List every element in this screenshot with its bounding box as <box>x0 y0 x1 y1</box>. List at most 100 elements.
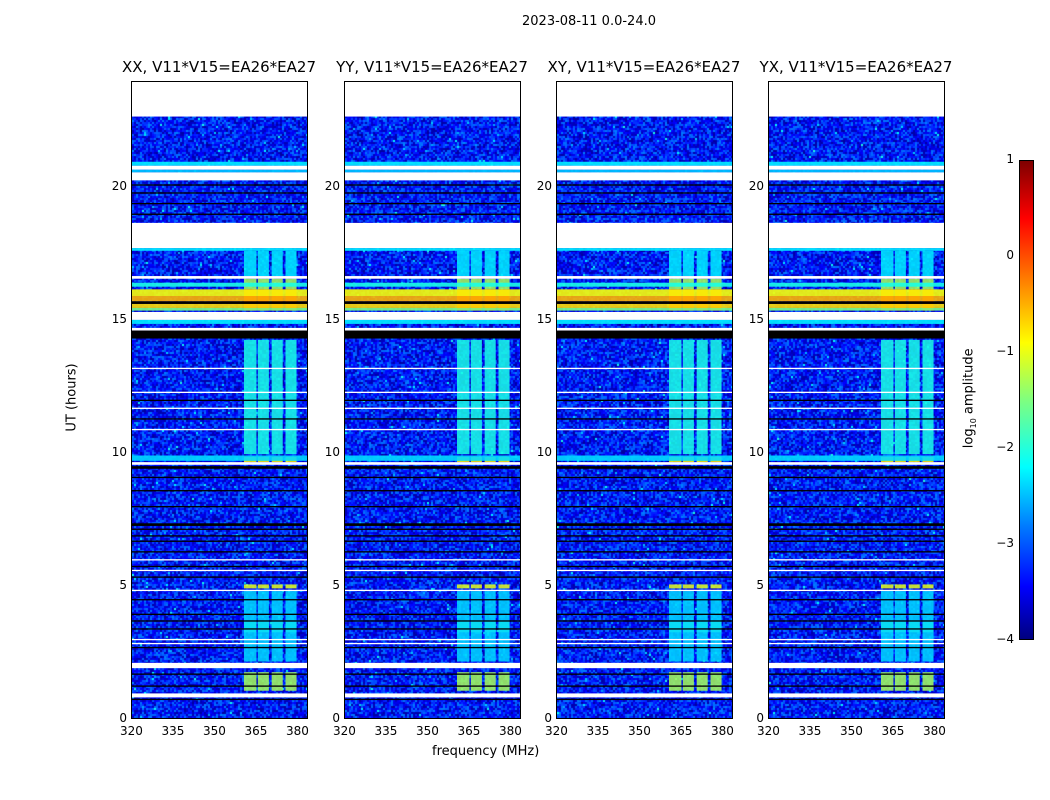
rfi-block <box>908 584 920 589</box>
time-band <box>345 295 520 302</box>
rfi-block <box>244 591 257 662</box>
time-band <box>557 303 732 308</box>
rfi-block <box>257 584 269 589</box>
time-band <box>557 399 732 401</box>
time-band <box>345 620 520 622</box>
flagged-band <box>132 642 307 645</box>
time-band <box>345 576 520 578</box>
rfi-block <box>257 591 269 662</box>
y-tick-label: 20 <box>111 179 127 194</box>
time-band <box>345 476 520 479</box>
heatmap-panel <box>344 81 521 719</box>
time-band <box>557 551 732 553</box>
flagged-band <box>345 662 520 669</box>
rfi-block <box>484 250 496 277</box>
flagged-band <box>345 569 520 572</box>
time-band <box>345 303 520 308</box>
rfi-block <box>894 672 906 691</box>
flagged-band <box>557 367 732 370</box>
flagged-band <box>132 407 307 409</box>
y-tick-label: 5 <box>332 578 340 593</box>
rfi-block <box>484 339 496 455</box>
flagged-band <box>557 327 732 331</box>
time-band <box>557 476 732 479</box>
rfi-block <box>682 250 694 277</box>
time-band <box>132 330 307 339</box>
time-band <box>769 646 944 649</box>
time-band <box>769 330 944 339</box>
time-band <box>769 576 944 578</box>
rfi-block <box>682 339 694 455</box>
flagged-band <box>769 589 944 592</box>
time-band <box>132 476 307 479</box>
time-band <box>132 613 307 615</box>
flagged-band <box>557 559 732 561</box>
x-axis-label: frequency (MHz) <box>432 744 540 759</box>
time-band <box>557 646 732 649</box>
time-band <box>557 535 732 537</box>
time-band <box>557 213 732 215</box>
time-band <box>557 289 732 296</box>
x-tick-label: 320 <box>545 724 568 738</box>
time-band <box>345 506 520 508</box>
heatmap-panel <box>556 81 733 719</box>
flagged-band <box>557 165 732 170</box>
time-band <box>132 535 307 537</box>
rfi-block <box>285 591 297 662</box>
time-band <box>345 301 520 304</box>
rfi-block <box>710 584 722 589</box>
time-band <box>769 466 944 469</box>
time-band <box>557 202 732 205</box>
time-band <box>132 184 307 186</box>
y-tick-label: 0 <box>756 711 764 725</box>
rfi-block <box>696 584 708 589</box>
rfi-block <box>498 584 510 589</box>
time-band <box>557 628 732 630</box>
time-band <box>345 698 520 701</box>
time-band <box>132 576 307 578</box>
time-band <box>345 599 520 601</box>
colorbar-tick-label: −3 <box>996 536 1014 550</box>
flagged-band <box>345 693 520 698</box>
time-band <box>345 289 520 296</box>
time-band <box>345 169 520 173</box>
y-tick-label: 10 <box>111 445 127 460</box>
time-band <box>769 613 944 615</box>
time-band <box>345 213 520 215</box>
time-band <box>557 248 732 251</box>
time-band <box>769 418 944 420</box>
rfi-block <box>271 584 283 589</box>
flagged-band <box>132 662 307 669</box>
flagged-band <box>132 367 307 370</box>
time-band <box>345 455 520 461</box>
flagged-band <box>769 82 944 117</box>
colorbar <box>1019 160 1034 640</box>
time-band <box>132 192 307 194</box>
time-band <box>132 289 307 296</box>
rfi-block <box>285 584 297 589</box>
x-tick-label: 350 <box>415 724 439 738</box>
time-band <box>132 319 307 324</box>
y-tick-label: 10 <box>324 445 340 460</box>
flagged-band <box>345 407 520 409</box>
colorbar-tick-label: −2 <box>996 440 1014 454</box>
x-tick-label: 320 <box>120 724 143 738</box>
time-band <box>132 599 307 601</box>
rfi-block <box>710 339 722 455</box>
time-band <box>345 319 520 324</box>
time-band <box>769 551 944 553</box>
rfi-block <box>244 672 257 691</box>
flagged-band <box>345 589 520 592</box>
time-band <box>345 418 520 420</box>
time-band <box>769 303 944 308</box>
rfi-block <box>894 584 906 589</box>
rfi-block <box>881 591 894 662</box>
figure-title: 2023-08-11 0.0-24.0 <box>522 14 656 29</box>
time-band <box>769 685 944 687</box>
time-band <box>345 192 520 194</box>
time-band <box>769 289 944 296</box>
rfi-block <box>710 672 722 691</box>
time-band <box>345 330 520 339</box>
flagged-band <box>557 569 732 572</box>
time-band <box>345 685 520 687</box>
